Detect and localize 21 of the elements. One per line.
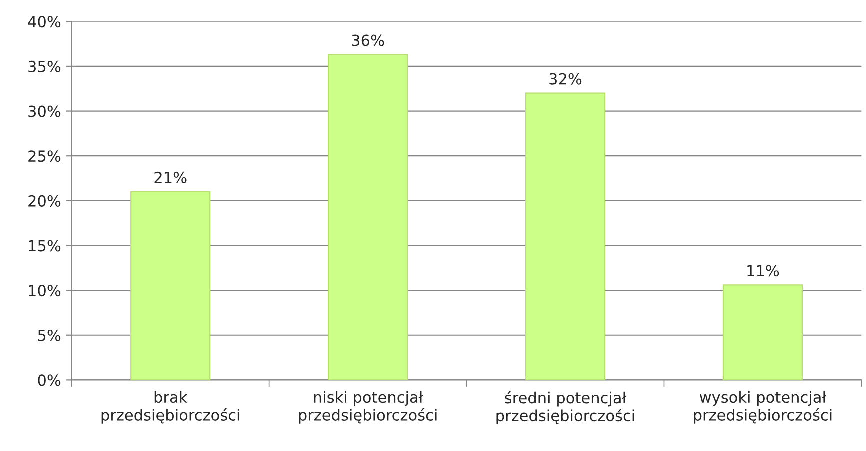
- data-label: 32%: [550, 73, 582, 85]
- y-tick-label: 5%: [38, 330, 61, 342]
- y-tick-label: 20%: [28, 195, 61, 207]
- y-tick-label: 30%: [28, 106, 61, 118]
- x-tick-label: średni potencjał przedsiębiorczości: [496, 391, 634, 425]
- data-label: 36%: [352, 34, 384, 46]
- x-tick-label: wysoki potencjał przedsiębiorczości: [694, 391, 832, 424]
- y-tick-label: 40%: [28, 16, 61, 28]
- y-tick-label: 0%: [38, 374, 61, 386]
- bar: [722, 284, 803, 380]
- data-label: 21%: [154, 172, 187, 184]
- bar: [328, 54, 408, 380]
- x-tick-label: niski potencjał przedsiębiorczości: [299, 391, 437, 424]
- x-tick-label: brak przedsiębiorczości: [102, 391, 240, 424]
- bar: [130, 191, 211, 380]
- data-label: 11%: [748, 265, 780, 277]
- y-tick-label: 15%: [29, 240, 61, 252]
- bar: [525, 92, 606, 380]
- y-tick-label: 10%: [29, 285, 61, 297]
- y-tick-label: 35%: [28, 60, 61, 72]
- y-tick-label: 25%: [28, 150, 61, 162]
